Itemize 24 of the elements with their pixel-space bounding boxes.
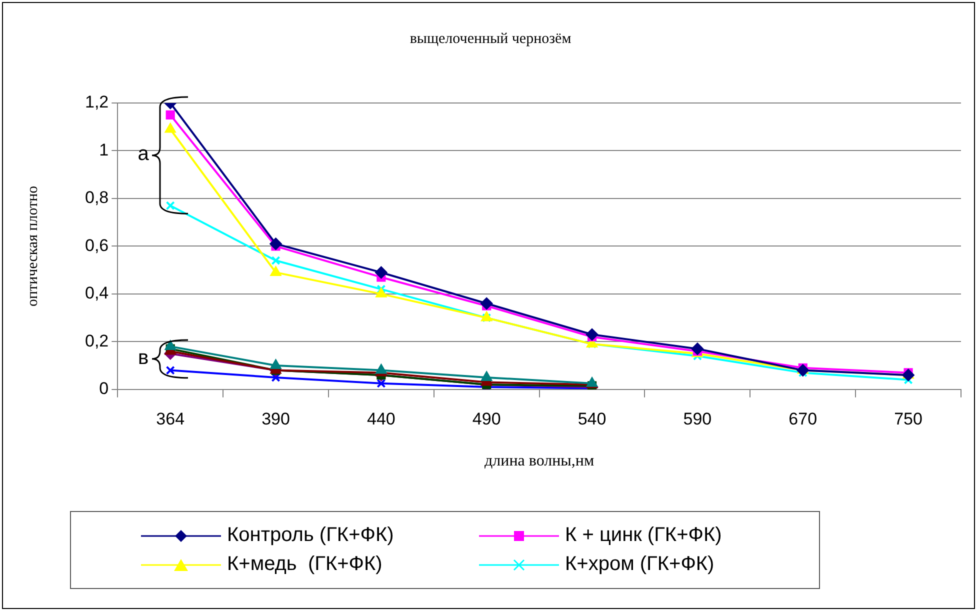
x-tick-label: 440 <box>366 409 396 428</box>
x-tick-label: 540 <box>578 409 606 428</box>
x-tick-label: 670 <box>788 409 818 428</box>
y-tick-label: 0,2 <box>84 331 109 350</box>
legend-label: Контроль (ГК+ФК) <box>227 524 394 547</box>
y-tick-label: 0,8 <box>84 188 109 208</box>
x-tick-label: 750 <box>894 409 922 428</box>
y-axis-title: оптическая плотно <box>24 186 41 307</box>
legend-label: К+медь (ГК+ФК) <box>227 553 382 576</box>
x-tick-label: 390 <box>262 409 290 428</box>
x-tick-label: 490 <box>472 409 501 428</box>
legend-label: К + цинк (ГК+ФК) <box>565 524 722 547</box>
legend-label: К+хром (ГК+ФК) <box>565 553 714 576</box>
annotation: а <box>138 142 150 165</box>
y-tick-label: 0,6 <box>84 236 109 255</box>
x-tick-label: 364 <box>156 409 185 428</box>
y-tick-label: 0,4 <box>84 284 109 303</box>
y-tick-label: 0 <box>99 379 109 398</box>
x-tick-label: 590 <box>683 409 712 428</box>
annotation: в <box>138 346 149 369</box>
chart-title: выщелоченный чернозём <box>410 30 572 47</box>
y-tick-label: 1 <box>99 140 109 160</box>
x-axis-title: длина волны,нм <box>484 452 594 470</box>
y-tick-label: 1,2 <box>84 92 109 112</box>
